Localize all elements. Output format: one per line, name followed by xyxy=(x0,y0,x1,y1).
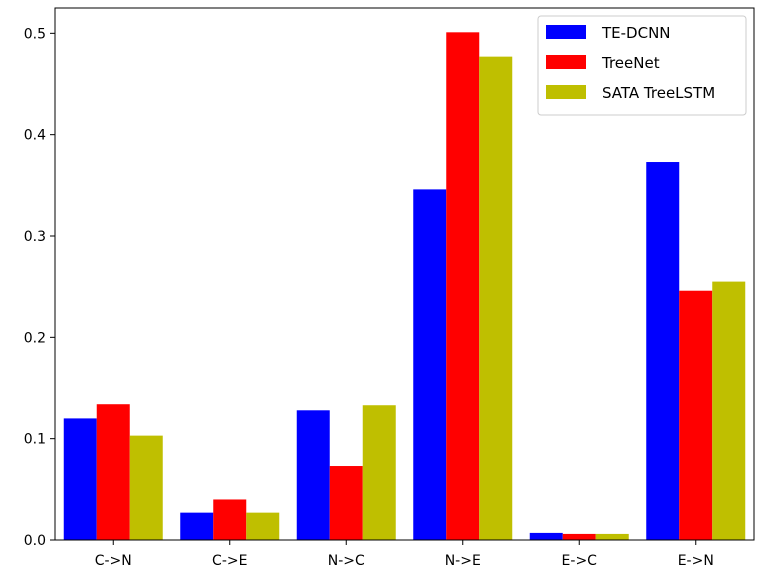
x-tick-label: N->C xyxy=(328,553,365,569)
bar-te-dcnn-4 xyxy=(529,532,563,540)
bar-sata-treelstm-1 xyxy=(246,512,280,540)
bar-sata-treelstm-2 xyxy=(362,405,396,540)
plot-frame xyxy=(54,7,755,541)
bars-layer xyxy=(63,32,746,541)
y-tick-label: 0.2 xyxy=(24,330,46,346)
y-axis: 0.0 0.1 0.2 0.3 0.4 0.5 xyxy=(24,26,55,549)
legend-swatch xyxy=(546,85,586,99)
x-tick-label: C->N xyxy=(95,553,132,569)
legend-label: TE-DCNN xyxy=(601,24,671,42)
x-tick-label: C->E xyxy=(212,553,247,569)
x-tick-label: N->E xyxy=(445,553,481,569)
bar-te-dcnn-5 xyxy=(646,162,680,540)
x-tick-label: E->C xyxy=(562,553,598,569)
x-tick-label: E->N xyxy=(678,553,714,569)
y-tick-label: 0.0 xyxy=(24,533,46,549)
bar-te-dcnn-2 xyxy=(296,410,330,540)
bar-treenet-4 xyxy=(562,533,596,540)
legend: TE-DCNN TreeNet SATA TreeLSTM xyxy=(537,15,747,116)
bar-sata-treelstm-0 xyxy=(129,435,163,540)
y-tick-label: 0.3 xyxy=(24,229,46,245)
legend-label: SATA TreeLSTM xyxy=(602,84,715,102)
y-tick-label: 0.1 xyxy=(24,432,46,448)
bar-treenet-2 xyxy=(329,466,363,540)
y-tick-label: 0.4 xyxy=(24,128,46,144)
bar-treenet-5 xyxy=(679,290,713,540)
bar-te-dcnn-3 xyxy=(413,189,447,541)
bar-sata-treelstm-4 xyxy=(595,533,629,540)
bar-treenet-0 xyxy=(96,404,130,540)
legend-swatch xyxy=(546,25,586,39)
bar-te-dcnn-1 xyxy=(180,512,214,540)
legend-label: TreeNet xyxy=(601,54,660,72)
y-tick-label: 0.5 xyxy=(24,26,46,42)
legend-box xyxy=(537,15,747,116)
x-axis: C->N C->E N->C N->E E->C E->N xyxy=(95,540,714,569)
bar-treenet-1 xyxy=(213,499,247,540)
bar-sata-treelstm-5 xyxy=(712,281,746,540)
bar-te-dcnn-0 xyxy=(63,418,97,540)
bar-sata-treelstm-3 xyxy=(479,56,513,540)
legend-swatch xyxy=(546,55,586,69)
bar-treenet-3 xyxy=(446,32,480,540)
